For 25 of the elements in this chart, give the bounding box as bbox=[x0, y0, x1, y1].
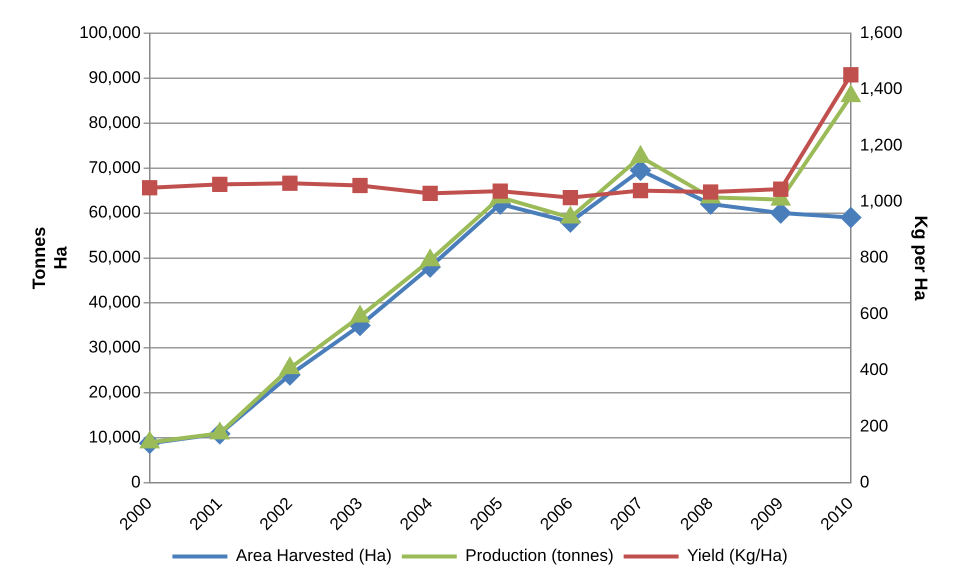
y2-tick-label: 600 bbox=[860, 304, 888, 323]
y2-tick-label: 0 bbox=[860, 472, 870, 492]
y-tick-label: 0 bbox=[131, 472, 141, 492]
y2-tick-label: 1,000 bbox=[860, 192, 902, 210]
y2-tick-label: 1,600 bbox=[860, 22, 902, 42]
y2-tick-label: 800 bbox=[860, 248, 888, 267]
y-tick-label: 100,000 bbox=[79, 22, 141, 42]
y-axis-title: Tonnes Ha bbox=[28, 226, 70, 290]
y2-axis-title: Kg per Ha bbox=[911, 216, 932, 302]
legend-label: Production (tonnes) bbox=[465, 546, 614, 566]
y-tick-label: 70,000 bbox=[88, 158, 141, 177]
y-tick-label: 20,000 bbox=[88, 382, 141, 402]
legend-label: Area Harvested (Ha) bbox=[236, 546, 392, 566]
y-tick-label: 10,000 bbox=[88, 428, 141, 447]
y-tick-label: 50,000 bbox=[88, 248, 141, 267]
legend-label: Yield (Kg/Ha) bbox=[687, 546, 788, 566]
y-tick-label: 60,000 bbox=[88, 202, 141, 222]
y2-tick-label: 1,200 bbox=[860, 135, 902, 154]
y-tick-label: 40,000 bbox=[88, 292, 141, 312]
y2-tick-label: 200 bbox=[860, 416, 888, 436]
y-tick-label: 80,000 bbox=[88, 112, 141, 132]
y2-tick-label: 1,400 bbox=[860, 79, 902, 98]
y-tick-label: 90,000 bbox=[88, 68, 141, 87]
y2-tick-label: 400 bbox=[860, 360, 888, 380]
y-tick-label: 30,000 bbox=[88, 338, 141, 357]
